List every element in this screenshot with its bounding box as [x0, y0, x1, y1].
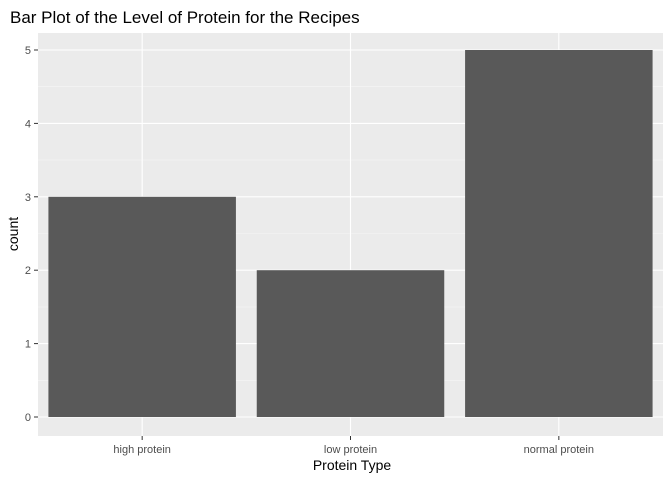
x-tick-label: high protein: [113, 444, 171, 456]
y-tick-label: 1: [25, 339, 31, 351]
x-tick-label: normal protein: [524, 444, 594, 456]
chart-title: Bar Plot of the Level of Protein for the…: [10, 8, 360, 27]
x-tick-label: low protein: [324, 444, 377, 456]
bar-high-protein: [48, 196, 236, 417]
bars: [48, 50, 653, 417]
y-tick-label: 0: [25, 412, 31, 424]
y-tick-label: 5: [25, 45, 31, 57]
y-tick-label: 2: [25, 265, 31, 277]
y-tick-label: 3: [25, 192, 31, 204]
x-axis-title: Protein Type: [313, 457, 392, 473]
bar-low-protein: [256, 270, 445, 417]
y-tick-label: 4: [25, 118, 31, 130]
y-axis-ticks: 0 1 2 3 4 5: [25, 45, 38, 424]
bar-normal-protein: [465, 50, 653, 417]
x-axis-ticks: high protein low protein normal protein: [113, 436, 594, 456]
y-axis-title: count: [5, 217, 21, 251]
